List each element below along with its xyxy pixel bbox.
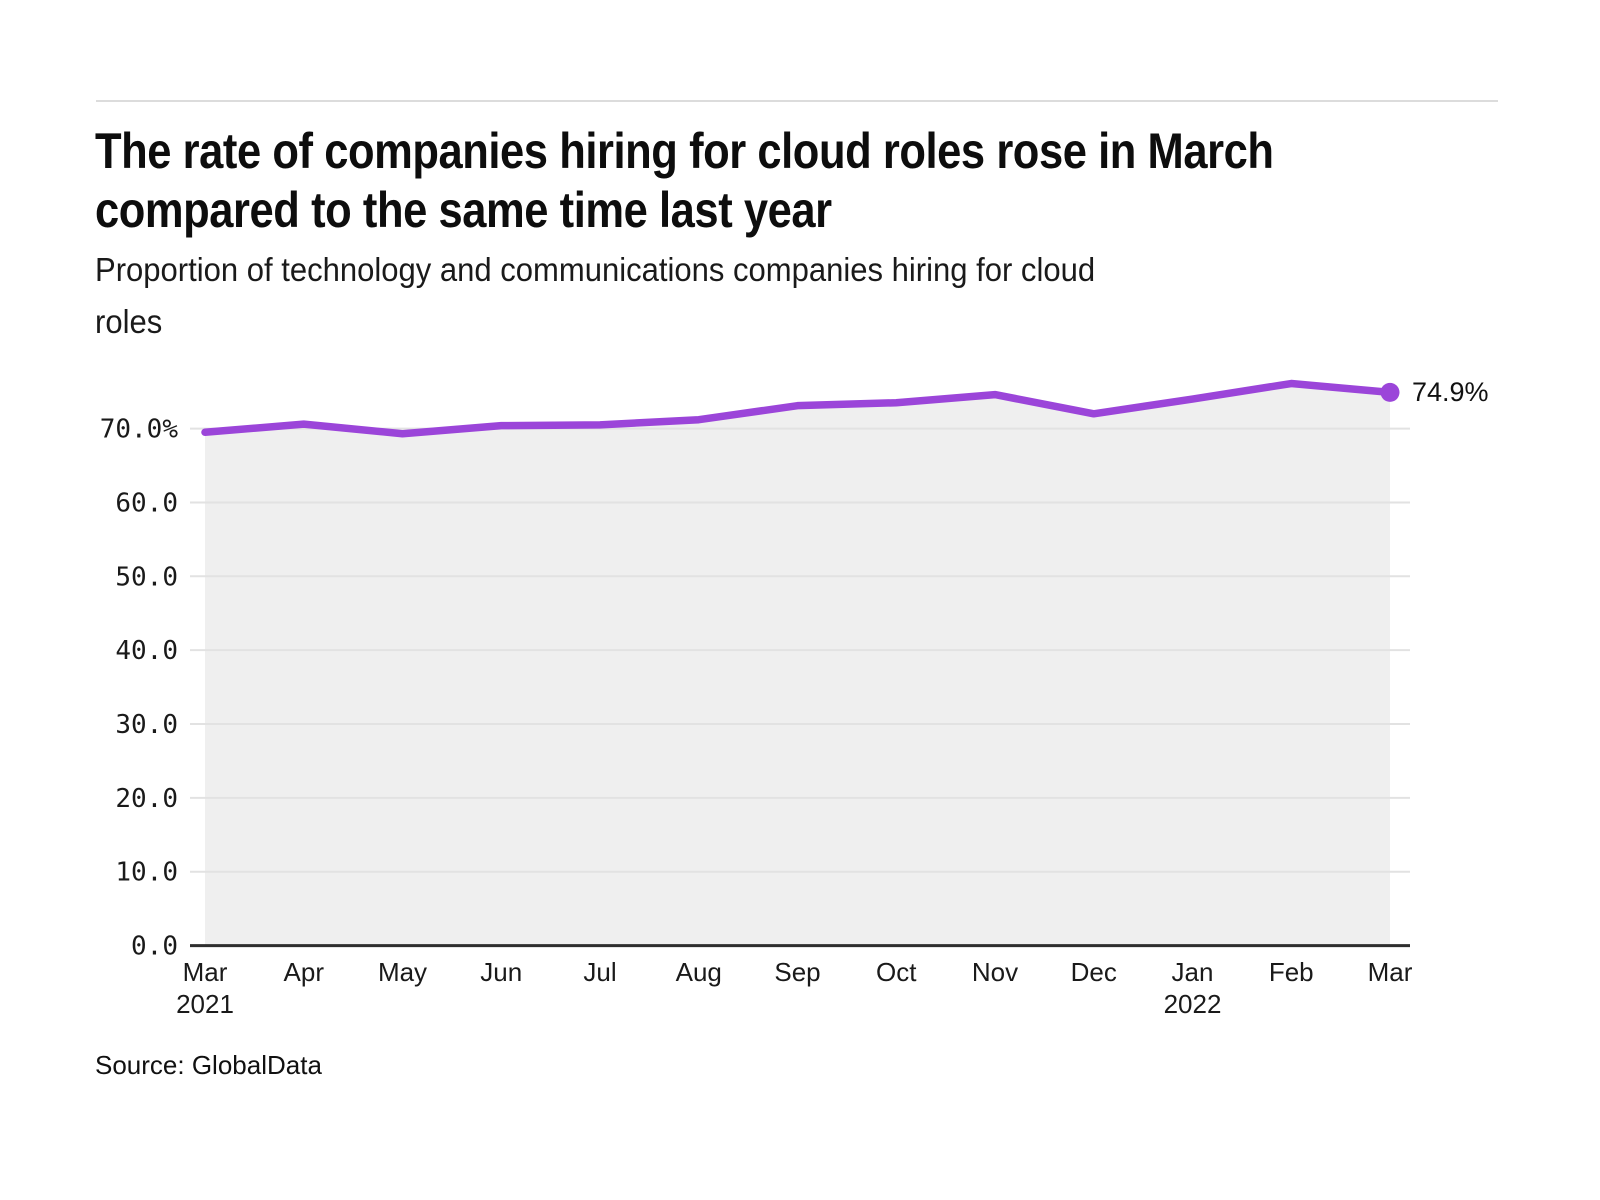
chart-subtitle-line-2: roles	[95, 303, 163, 340]
x-tick-label: Jun	[480, 957, 522, 987]
x-tick-label: Sep	[774, 957, 820, 987]
y-tick-label: 70.0%	[100, 415, 179, 445]
source-caption: Source: GlobalData	[95, 1050, 322, 1080]
x-tick-label: May	[378, 957, 427, 987]
x-tick-label: Apr	[284, 957, 325, 987]
chart-area-fill	[205, 383, 1390, 946]
chart-subtitle: Proportion of technology and communicati…	[95, 244, 1095, 348]
y-tick-label: 40.0	[115, 636, 178, 666]
y-tick-label: 50.0	[115, 562, 178, 592]
year-label: 2022	[1164, 989, 1222, 1019]
chart-title: The rate of companies hiring for cloud r…	[95, 122, 1274, 240]
x-tick-label: Oct	[876, 957, 917, 987]
end-point-value-label: 74.9%	[1412, 377, 1489, 407]
x-tick-label: Jul	[583, 957, 616, 987]
y-tick-label: 60.0	[115, 488, 178, 518]
y-tick-label: 30.0	[115, 710, 178, 740]
y-tick-label: 10.0	[115, 858, 178, 888]
chart-title-line-2: compared to the same time last year	[95, 182, 832, 238]
data-line	[201, 379, 1394, 438]
chart-subtitle-line-1: Proportion of technology and communicati…	[95, 251, 1096, 288]
x-tick-label: Jan	[1172, 957, 1214, 987]
chart-title-line-1: The rate of companies hiring for cloud r…	[95, 123, 1274, 179]
x-tick-label: Mar	[1368, 957, 1413, 987]
x-tick-label: Nov	[972, 957, 1018, 987]
x-tick-label: Aug	[676, 957, 722, 987]
year-label: 2021	[176, 989, 234, 1019]
x-tick-label: Mar	[183, 957, 228, 987]
y-tick-label: 20.0	[115, 784, 178, 814]
top-divider	[96, 100, 1498, 102]
x-tick-label: Dec	[1071, 957, 1117, 987]
end-point-dot	[1380, 382, 1400, 402]
x-tick-label: Feb	[1269, 957, 1314, 987]
y-tick-label: 0.0	[131, 932, 178, 962]
